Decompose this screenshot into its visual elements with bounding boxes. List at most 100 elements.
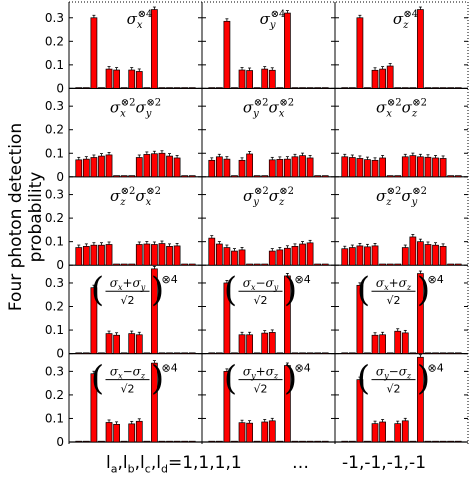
x-axis-ellipsis: … [292, 453, 309, 473]
bar [135, 157, 143, 178]
bar [215, 352, 223, 354]
bar [120, 175, 128, 178]
bar [120, 263, 128, 266]
y-tick-label: 0 [56, 170, 64, 184]
bar [454, 175, 462, 178]
bar [401, 156, 409, 178]
bar [364, 440, 371, 443]
bar [299, 440, 306, 443]
paren-left: ( [357, 270, 370, 310]
bar [120, 87, 128, 89]
bar [253, 440, 261, 443]
bar [321, 440, 329, 443]
panel-r1c3: σz⊗4 [335, 6, 468, 90]
bar [208, 159, 216, 178]
y-tick-label: 0 [56, 435, 64, 449]
panel-title: σy⊗2σx⊗2 [243, 97, 294, 119]
bar [246, 263, 253, 266]
bar [215, 87, 223, 89]
bar [135, 71, 143, 89]
y-tick-label: 0.1 [45, 411, 64, 425]
bar [276, 87, 284, 89]
tensor-exponent: ⊗4 [295, 362, 311, 375]
bar [238, 159, 246, 178]
x-right-value: -1,-1,-1,-1 [342, 453, 427, 473]
bar [341, 248, 349, 266]
x-label-sub-d: d [160, 462, 168, 476]
bar [143, 352, 151, 354]
bar [386, 352, 394, 354]
y-tick-label: 0 [56, 81, 64, 95]
bar [447, 352, 455, 354]
bar [268, 69, 276, 89]
tensor-exponent: ⊗4 [162, 362, 178, 375]
panel-r1c2: σy⊗4 [202, 9, 335, 90]
bar [299, 352, 306, 354]
y-tick-label: 0.1 [45, 235, 64, 249]
fraction-denominator: √2 [253, 383, 267, 396]
y-tick-label: 0.3 [45, 11, 64, 25]
y-tick-label: 0.2 [45, 388, 64, 402]
bar [208, 87, 216, 89]
bar [447, 87, 455, 89]
tensor-exponent: ⊗4 [428, 362, 444, 375]
bar [379, 68, 386, 89]
bar [208, 237, 216, 266]
panel-title: σy⊗4 [260, 9, 286, 31]
bar [276, 352, 284, 354]
bar [424, 156, 432, 178]
bar [173, 157, 181, 178]
bar [246, 422, 253, 443]
bar [158, 352, 166, 354]
y-tick-label: 0.2 [45, 300, 64, 314]
paren-right: ) [151, 270, 164, 310]
bar [231, 440, 238, 443]
panel-title: σz⊗4 [393, 9, 418, 31]
paren-right: ) [284, 270, 297, 310]
x-label-prefix: l [106, 453, 111, 473]
panel-r4c2: () σx−σy √2 ⊗4 [202, 270, 335, 355]
bar [75, 352, 83, 354]
bar [208, 440, 216, 443]
bar [143, 154, 151, 178]
bar [143, 243, 151, 266]
bar [348, 87, 356, 89]
bar [401, 332, 409, 354]
fraction-denominator: √2 [253, 294, 267, 307]
y-tick-label: 0.1 [45, 58, 64, 72]
bar [417, 156, 424, 178]
fraction-numerator: σx+σz [376, 276, 412, 292]
bar [291, 87, 299, 89]
bar [432, 87, 439, 89]
bar [166, 246, 173, 266]
bar [424, 244, 432, 266]
bar [439, 440, 447, 443]
bar [371, 334, 379, 354]
bar [82, 158, 90, 178]
bar [314, 352, 322, 354]
bar [268, 420, 276, 443]
panel-title: σz⊗2σx⊗2 [110, 186, 161, 208]
bar [215, 440, 223, 443]
bar [98, 440, 105, 443]
bar [75, 87, 83, 89]
fraction-numerator: σy−σz [376, 365, 412, 381]
bar [394, 330, 402, 354]
bar [417, 9, 424, 89]
bar [261, 421, 269, 443]
bar [409, 352, 417, 354]
bar [261, 263, 269, 266]
bar [439, 352, 447, 354]
bar [299, 87, 306, 89]
bar [128, 333, 136, 354]
bar [223, 20, 231, 89]
bar [348, 157, 356, 178]
paren-right: ) [417, 270, 430, 310]
bar [379, 421, 386, 443]
bar [231, 175, 238, 178]
bar [151, 153, 158, 178]
bar [253, 175, 261, 178]
fraction-numerator: σx−σy [243, 276, 279, 292]
bar [82, 440, 90, 443]
bar [454, 352, 462, 354]
